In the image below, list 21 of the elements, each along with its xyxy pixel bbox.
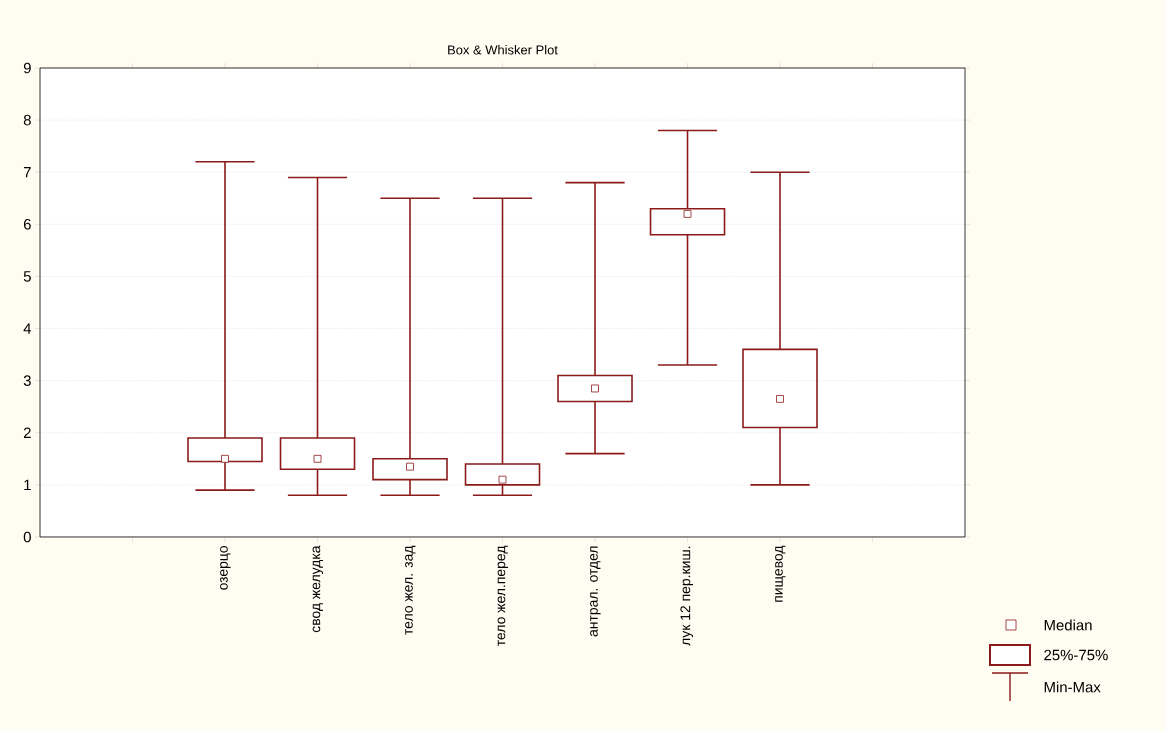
- text: 25%-75%: [1044, 649, 1108, 661]
- y-tick-label: 6: [23, 219, 31, 230]
- y-tick-label: 7: [23, 167, 31, 178]
- x-tick-label: антрал. отдел: [590, 546, 601, 637]
- y-tick-label: 2: [23, 427, 31, 438]
- y-tick-label: 1: [24, 479, 31, 491]
- y-tick-label: 9: [23, 62, 31, 74]
- chart-title: Box & Whisker Plot: [448, 44, 558, 55]
- y-tick-label: 4: [23, 323, 32, 334]
- text: Median: [1044, 619, 1092, 631]
- y-tick-label: 0: [23, 531, 31, 543]
- x-tick-label: пищевод: [775, 545, 786, 602]
- x-tick-label: озерцо: [220, 546, 231, 590]
- y-tick-label: 8: [23, 114, 31, 126]
- text: Min-Max: [1044, 681, 1101, 693]
- y-tick-label: 3: [23, 375, 31, 386]
- x-tick-label: тело жел.перед: [497, 545, 509, 647]
- x-tick-label: свод желудка: [312, 545, 324, 633]
- x-tick-label: тело жел. зад: [405, 545, 416, 635]
- x-tick-label: лук 12 пер.киш.: [680, 546, 694, 646]
- y-tick-label: 5: [23, 271, 31, 282]
